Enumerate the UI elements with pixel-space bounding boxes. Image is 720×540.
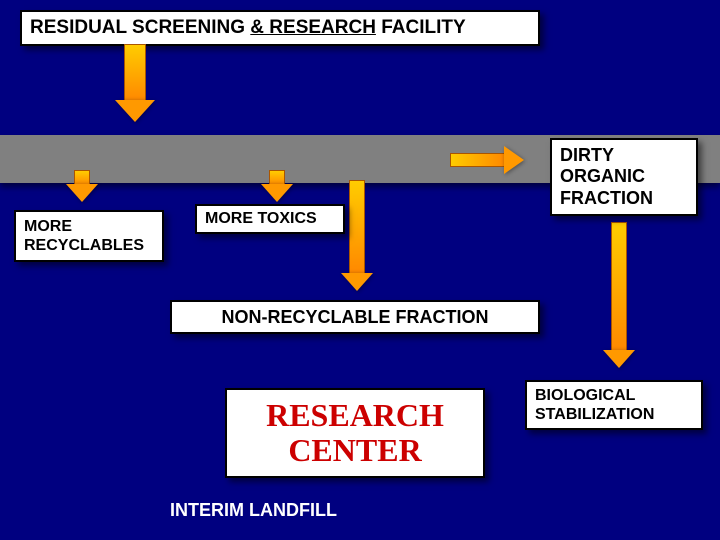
interim-landfill-label: INTERIM LANDFILL [170, 500, 337, 521]
arrow-title-to-bar [115, 44, 155, 124]
more-recyclables-line1: MORE [24, 217, 72, 236]
arrow-bar-to-dirty [450, 148, 530, 172]
non-recyclable-label: NON-RECYCLABLE FRACTION [222, 307, 489, 328]
title-part2-underlined: & RESEARCH [250, 17, 376, 38]
bio-stab-line1: BIOLOGICAL [535, 386, 635, 405]
more-recyclables-box: MORE RECYCLABLES [14, 210, 164, 262]
title-box: RESIDUAL SCREENING & RESEARCH FACILITY [20, 10, 540, 46]
more-toxics-box: MORE TOXICS [195, 204, 345, 234]
arrow-bar-to-nonrecyclable [340, 180, 374, 295]
dirty-organic-line2: ORGANIC [560, 166, 645, 188]
bio-stab-line2: STABILIZATION [535, 405, 654, 424]
research-center-line1: RESEARCH [266, 398, 444, 433]
title-part3: FACILITY [376, 17, 466, 38]
dirty-organic-line3: FRACTION [560, 188, 653, 210]
bio-stab-box: BIOLOGICAL STABILIZATION [525, 380, 703, 430]
dirty-organic-box: DIRTY ORGANIC FRACTION [550, 138, 698, 216]
arrow-bar-to-toxics [260, 170, 294, 206]
dirty-organic-line1: DIRTY [560, 145, 614, 167]
arrow-dirty-to-bio [602, 222, 636, 372]
arrow-bar-to-recyclables [65, 170, 99, 206]
research-center-line2: CENTER [288, 433, 421, 468]
title-part1: RESIDUAL SCREENING [30, 17, 250, 38]
research-center-box: RESEARCH CENTER [225, 388, 485, 478]
more-toxics-label: MORE TOXICS [205, 210, 317, 228]
non-recyclable-box: NON-RECYCLABLE FRACTION [170, 300, 540, 334]
more-recyclables-line2: RECYCLABLES [24, 236, 144, 255]
